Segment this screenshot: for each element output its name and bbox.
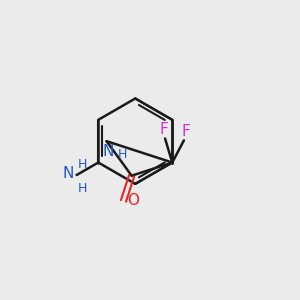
Text: F: F [159, 122, 168, 137]
Text: H: H [78, 158, 88, 172]
Text: N: N [102, 143, 114, 158]
Text: N: N [63, 166, 74, 181]
Text: O: O [127, 194, 139, 208]
Text: H: H [78, 182, 88, 195]
Text: H: H [118, 148, 127, 160]
Text: F: F [181, 124, 190, 139]
